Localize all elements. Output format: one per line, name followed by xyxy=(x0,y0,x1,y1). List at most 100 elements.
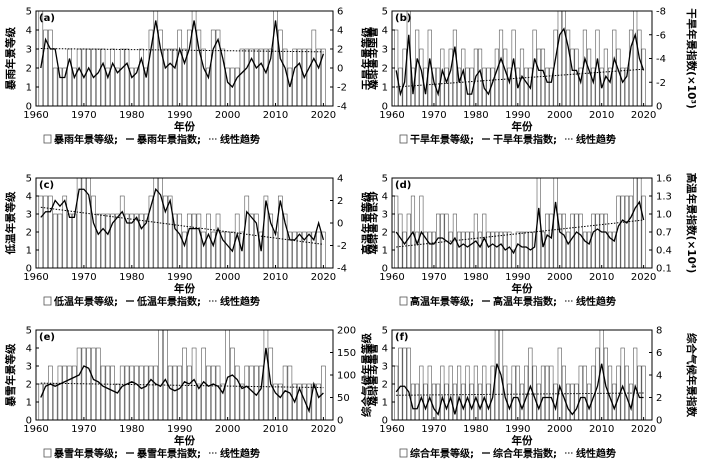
bar xyxy=(415,383,420,421)
bar xyxy=(415,231,420,269)
bar xyxy=(186,365,192,421)
bar xyxy=(536,383,541,421)
y-axis-label: 高温年景等级 xyxy=(360,191,373,254)
x-tick-label: 2020 xyxy=(631,272,656,283)
legend-trend-label: 线性趋势 xyxy=(220,133,260,146)
x-tick-label: 2020 xyxy=(631,110,656,121)
y-tick-label: 2 xyxy=(382,228,388,239)
x-tick-label: 2000 xyxy=(547,110,572,121)
bar xyxy=(62,365,68,421)
index-line xyxy=(40,187,325,253)
y2-axis-label: 暴雪年景指数 xyxy=(366,343,379,407)
x-tick-label: 1980 xyxy=(119,110,144,121)
bar xyxy=(486,383,491,421)
bar xyxy=(115,67,120,107)
bar xyxy=(561,213,566,269)
bar xyxy=(511,365,516,421)
legend-line-label: 综合年景指数; xyxy=(493,447,557,460)
bar xyxy=(398,213,403,269)
bar xyxy=(48,29,53,107)
bar xyxy=(158,329,163,421)
bar xyxy=(95,213,101,269)
bar xyxy=(494,48,499,107)
y2-tick-label: 0.1 xyxy=(656,264,672,275)
trend-line xyxy=(396,219,644,248)
legend-bar-swatch xyxy=(399,448,408,458)
y-tick-label: 3 xyxy=(26,45,32,56)
y-axis-label: 综合气候年景等级 xyxy=(360,333,373,417)
x-tick-label: 1990 xyxy=(167,424,192,435)
y-tick-label: 5 xyxy=(26,326,32,337)
bar xyxy=(316,383,321,421)
bar xyxy=(633,10,638,107)
y-tick-label: 1 xyxy=(26,83,32,94)
y-tick-label: 2 xyxy=(26,64,32,75)
bar xyxy=(239,48,245,107)
bar xyxy=(244,195,250,269)
x-tick-label: 1970 xyxy=(71,272,96,283)
bar xyxy=(591,213,596,269)
y-tick-label: 4 xyxy=(382,26,388,37)
bar xyxy=(67,365,72,421)
x-tick-label: 2000 xyxy=(215,272,240,283)
bar xyxy=(225,231,230,269)
bar xyxy=(633,347,638,421)
bar xyxy=(119,365,125,421)
bar xyxy=(457,365,462,421)
bar xyxy=(297,48,302,107)
bar xyxy=(637,29,642,107)
bar xyxy=(210,231,216,269)
panel-label: (b) xyxy=(395,13,411,24)
bar xyxy=(210,29,216,107)
y-tick-label: 4 xyxy=(26,344,32,355)
bar xyxy=(448,48,453,107)
bar xyxy=(215,365,221,421)
bar xyxy=(515,231,520,269)
x-axis-label: 年份 xyxy=(512,282,533,295)
y2-tick-label: -4 xyxy=(337,264,347,275)
bar xyxy=(490,231,495,269)
bar xyxy=(306,231,312,269)
y-tick-label: 0 xyxy=(26,416,32,427)
legend-bar-label: 高温年景等级; xyxy=(410,295,474,308)
x-tick-label: 1970 xyxy=(421,110,446,121)
y2-tick-label: -4 xyxy=(337,102,347,113)
bar xyxy=(48,365,53,421)
x-axis-label: 年份 xyxy=(174,434,195,447)
x-tick-label: 2020 xyxy=(631,424,656,435)
x-tick-label: 2000 xyxy=(547,424,572,435)
trend-line xyxy=(40,382,324,389)
y2-tick-label: 8 xyxy=(656,326,662,337)
bar xyxy=(38,195,44,269)
trend-line xyxy=(40,48,324,53)
bar xyxy=(52,213,58,269)
legend-bar-label: 暴雨年景等级; xyxy=(53,133,118,146)
x-tick-label: 1990 xyxy=(505,272,530,283)
index-line xyxy=(395,27,645,97)
y-tick-label: 0 xyxy=(26,102,32,113)
bar xyxy=(465,365,470,421)
bar xyxy=(95,48,101,107)
x-tick-label: 1990 xyxy=(167,110,192,121)
bar xyxy=(574,213,579,269)
bar xyxy=(448,231,453,269)
y-tick-label: 5 xyxy=(26,174,32,185)
x-tick-label: 2020 xyxy=(311,424,336,435)
bar xyxy=(321,231,326,269)
y2-tick-label: 1.0 xyxy=(656,210,672,221)
y-tick-label: 1 xyxy=(382,83,388,94)
bar xyxy=(624,195,629,269)
bar xyxy=(316,48,321,107)
bar xyxy=(436,213,441,269)
bar xyxy=(620,347,625,421)
y2-tick-label: -2 xyxy=(337,83,347,94)
index-line xyxy=(40,20,325,89)
y2-tick-label: 0 xyxy=(337,64,343,75)
bar xyxy=(620,67,625,107)
y-tick-label: 3 xyxy=(382,45,388,56)
plot-frame xyxy=(391,177,653,269)
bar xyxy=(599,213,604,269)
legend-trend-label: 线性趋势 xyxy=(220,447,260,460)
bar xyxy=(215,213,221,269)
